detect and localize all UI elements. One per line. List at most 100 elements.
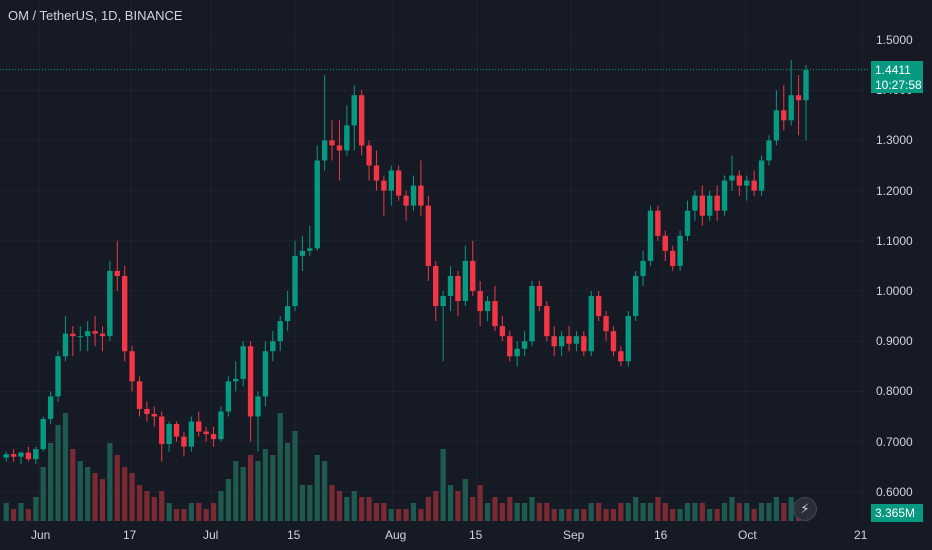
candle-body [558, 336, 565, 347]
candle-body [803, 70, 809, 101]
volume-bar [699, 503, 705, 521]
volume-bar [736, 503, 742, 521]
candle [677, 230, 683, 271]
candle-body [433, 265, 439, 307]
candle [647, 205, 654, 266]
candle [766, 135, 772, 166]
x-tick-label: 16 [654, 528, 668, 542]
candle-body [388, 170, 394, 191]
candle-body [573, 336, 580, 344]
volume-bar [655, 497, 661, 521]
candle [773, 90, 780, 146]
candle [751, 170, 757, 196]
volume-bar [25, 509, 32, 521]
candle [410, 175, 417, 211]
candle [92, 316, 98, 347]
candle-body [618, 351, 624, 362]
volume-bar [418, 509, 424, 521]
candle [233, 361, 239, 392]
y-tick-label: 1.3000 [876, 133, 913, 148]
candle [758, 155, 765, 196]
grid-layer [0, 0, 865, 522]
volume-bar [173, 509, 180, 521]
candle-body [307, 248, 313, 251]
volume-bar [670, 509, 676, 521]
volume-bar [618, 503, 624, 521]
candle-body [418, 185, 424, 206]
volume-bar [573, 509, 580, 521]
candle-body [514, 348, 520, 357]
candle-body [425, 205, 432, 266]
x-tick-label: 17 [123, 528, 137, 542]
volume-bar [359, 497, 365, 521]
volume-bar [159, 491, 165, 521]
candle [795, 75, 802, 136]
candle [640, 250, 646, 286]
candle-body [173, 424, 180, 437]
candle-body [403, 195, 409, 206]
volume-bar [477, 485, 483, 521]
volume-bar [403, 509, 409, 521]
volume-bar [129, 473, 135, 521]
candle-body [758, 160, 765, 191]
volume-bar [684, 503, 691, 521]
volume-bar [581, 509, 587, 521]
candle [470, 240, 476, 297]
candle-body [210, 434, 217, 440]
symbol-legend[interactable]: OM / TetherUS, 1D, BINANCE [8, 8, 183, 23]
candle-body [107, 270, 113, 337]
candle [159, 411, 165, 462]
volume-bar [33, 497, 39, 521]
volume-bar [136, 485, 143, 521]
volume-bar [48, 443, 54, 521]
candle-body [729, 175, 735, 181]
candle [440, 291, 446, 362]
candle [210, 426, 217, 447]
candle [395, 165, 402, 201]
candle [455, 270, 461, 317]
volume-bar [151, 497, 157, 521]
x-tick-label: 15 [287, 528, 301, 542]
candle [255, 391, 261, 452]
lightning-icon[interactable]: ⚡ [793, 497, 817, 521]
candle [196, 411, 202, 437]
x-tick-label: Aug [385, 528, 407, 542]
candle-body [144, 408, 150, 414]
y-tick-label: 1.2000 [876, 183, 913, 198]
candle [692, 190, 698, 221]
y-tick-label: 1.5000 [876, 33, 913, 47]
candle-body [159, 416, 165, 445]
volume-bar [55, 425, 61, 521]
candle [418, 160, 424, 216]
candle-layer [3, 60, 809, 465]
candle-body [677, 235, 683, 266]
candle [499, 316, 506, 342]
candle-body [225, 381, 232, 412]
candle [521, 331, 528, 357]
volume-bar [18, 503, 24, 521]
volume-bar [514, 503, 520, 521]
candle [247, 341, 254, 442]
volume-bar [588, 503, 594, 521]
volume-bar [210, 503, 217, 521]
candle [173, 421, 180, 442]
candle [151, 406, 158, 427]
candle [144, 401, 150, 422]
candle [33, 446, 39, 465]
candle-body [121, 275, 128, 352]
candle [632, 270, 639, 322]
candle [714, 185, 720, 221]
candle [610, 326, 617, 357]
candle [277, 316, 283, 352]
candle-body [470, 260, 476, 291]
volume-bar [707, 509, 713, 521]
volume-bar [299, 485, 306, 521]
volume-bar [596, 503, 602, 521]
candle-body [344, 125, 350, 151]
volume-bar [492, 497, 498, 521]
candle-body [136, 381, 143, 409]
candle-body [692, 195, 698, 211]
volume-bar [633, 497, 639, 521]
